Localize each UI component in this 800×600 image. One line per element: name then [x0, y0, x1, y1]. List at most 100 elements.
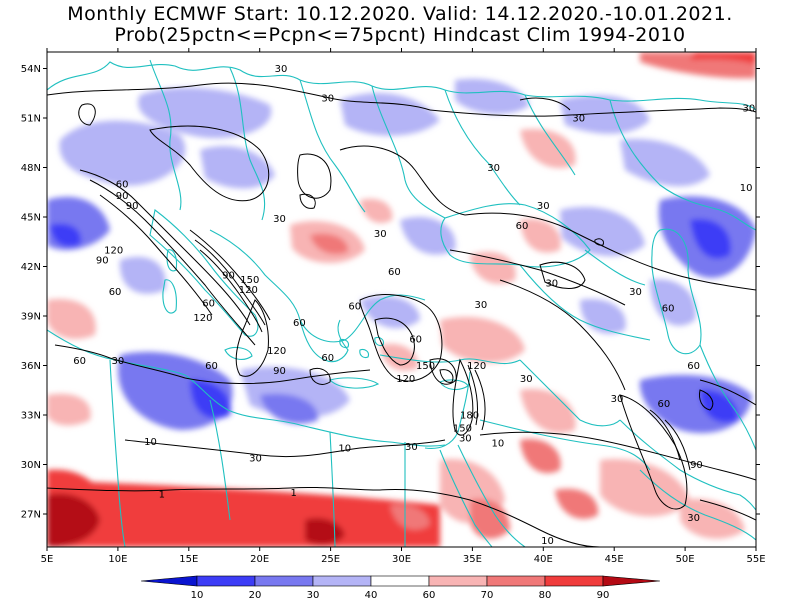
colorbar-label: 30 [307, 590, 320, 600]
boundary-line [229, 67, 266, 221]
lon-tick-label: 30E [392, 554, 411, 565]
contour-label: 120 [193, 313, 212, 324]
contour-label: 30 [545, 279, 558, 290]
boundary-line [444, 89, 521, 206]
shade-red [520, 439, 561, 474]
coastline-sicily [224, 347, 253, 360]
contour-label: 10 [740, 183, 753, 194]
contour-line [499, 279, 626, 391]
map-title-line-2: Prob(25pctn<=Pcpn<=75pcnt) Hindcast Clim… [114, 24, 686, 46]
shade-red [360, 198, 393, 224]
boundary-line [479, 419, 651, 471]
shade-blue [340, 92, 440, 136]
contour-label: 60 [109, 287, 122, 298]
boundary-line [584, 249, 646, 286]
coastline-italy [149, 209, 259, 337]
colorbar-segment [312, 575, 372, 587]
contour-line [539, 261, 586, 289]
contour-label: 10 [492, 439, 505, 450]
shade-red [380, 343, 419, 371]
contour-label: 60 [116, 180, 129, 191]
contour-label: 60 [293, 318, 306, 329]
contour-line [594, 238, 604, 246]
coastline-persian-gulf [619, 419, 756, 511]
boundary-line [519, 264, 651, 341]
contour-label: 60 [687, 361, 700, 372]
contour-label: 120 [467, 361, 486, 372]
contour-label: 1 [159, 490, 165, 501]
contour-label: 120 [396, 374, 415, 385]
contour-line [699, 499, 756, 521]
shade-red [47, 493, 100, 547]
shade-blue [119, 256, 166, 294]
shade-blue [560, 206, 645, 257]
contour-line [699, 379, 756, 406]
contour-label: 30 [629, 287, 642, 298]
contour-label: 60 [321, 353, 334, 364]
contour-label: 30 [611, 394, 624, 405]
contour-line [452, 358, 474, 436]
shade-blue [260, 393, 319, 424]
shade-red [690, 52, 756, 65]
colorbar-segment [428, 575, 488, 587]
contour-line [54, 344, 186, 379]
lon-tick-label: 10E [108, 554, 127, 565]
contour-line [474, 369, 486, 431]
contour-label: 30 [459, 434, 472, 445]
lat-tick-label: 42N [21, 262, 41, 273]
contour-label: 10 [144, 437, 157, 448]
contour-line [78, 103, 96, 126]
boundary-line [47, 61, 756, 111]
colorbar-high-tip [602, 575, 661, 587]
contour-label: 90 [273, 366, 286, 377]
contour-label: 90 [222, 270, 235, 281]
contour-label: 30 [520, 374, 533, 385]
contour-line [184, 369, 371, 385]
contour-line [79, 169, 251, 326]
contour-line [189, 229, 271, 321]
shade-red [470, 251, 516, 284]
coastline-red-sea [457, 444, 526, 547]
boundary-line [299, 79, 366, 213]
boundary-line [524, 94, 576, 176]
coastline-corsica [166, 249, 178, 272]
shade-red [470, 498, 510, 539]
contour-label: 90 [126, 201, 139, 212]
lon-tick-label: 20E [250, 554, 269, 565]
shade-red [47, 299, 96, 340]
map-title-line-1: Monthly ECMWF Start: 10.12.2020. Valid: … [67, 3, 733, 25]
contour-label: 150 [240, 275, 259, 286]
contour-label: 60 [516, 221, 529, 232]
precipitation-contours [47, 82, 756, 547]
contour-line [379, 489, 601, 547]
boundary-line [109, 359, 126, 547]
contour-label: 120 [104, 246, 123, 257]
shade-red [520, 389, 576, 434]
contour-line [699, 389, 714, 411]
contour-label: 150 [453, 424, 472, 435]
contour-label: 30 [273, 214, 286, 225]
latitude-axis: 27N 30N 33N 36N 39N 42N 45N 48N 51N 54N [21, 64, 760, 521]
coastline-gulf-south [639, 469, 756, 541]
lon-tick-label: 50E [676, 554, 695, 565]
boundary-line [329, 431, 336, 547]
shade-red [440, 316, 525, 363]
shade-blue [455, 78, 530, 115]
contour-line [479, 431, 756, 481]
boundary-line [609, 99, 756, 231]
contour-line [47, 486, 381, 492]
shade-blue [200, 146, 275, 189]
contour-label: 30 [687, 513, 700, 524]
lat-tick-label: 51N [21, 114, 41, 125]
lon-tick-label: 40E [534, 554, 553, 565]
shade-red [390, 504, 430, 530]
lon-tick-label: 5E [41, 554, 54, 565]
shade-blue [620, 139, 710, 187]
boundary-line [149, 59, 182, 211]
shade-red [555, 488, 599, 519]
contour-label: 30 [572, 114, 585, 125]
contour-line [449, 249, 626, 306]
contour-label: 30 [487, 163, 500, 174]
lat-tick-label: 54N [21, 64, 41, 75]
